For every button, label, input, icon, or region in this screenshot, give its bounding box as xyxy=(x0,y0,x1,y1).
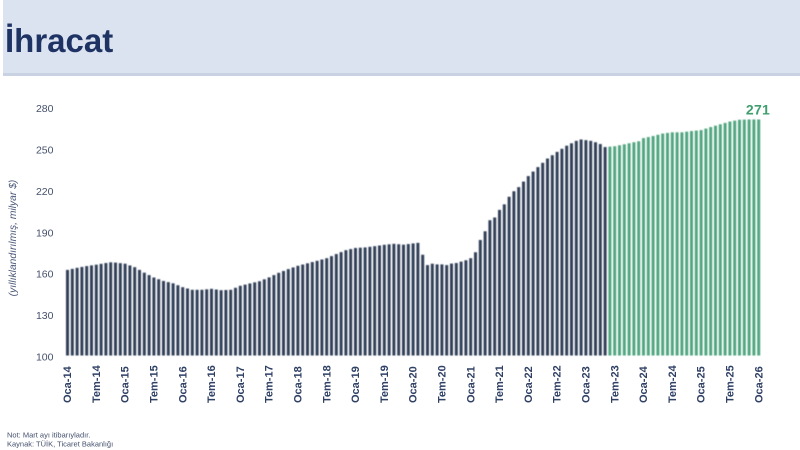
svg-text:Tem-22: Tem-22 xyxy=(552,365,564,403)
svg-text:Oca-15: Oca-15 xyxy=(120,366,132,403)
svg-text:Tem-20: Tem-20 xyxy=(437,365,449,403)
svg-text:Tem-19: Tem-19 xyxy=(379,365,391,403)
svg-text:271: 271 xyxy=(746,102,770,118)
svg-text:100: 100 xyxy=(36,352,54,364)
svg-text:160: 160 xyxy=(36,269,54,281)
svg-text:250: 250 xyxy=(36,145,54,157)
svg-text:Oca-20: Oca-20 xyxy=(408,366,420,403)
svg-text:Oca-17: Oca-17 xyxy=(235,366,247,403)
svg-text:280: 280 xyxy=(36,103,54,115)
svg-text:Oca-23: Oca-23 xyxy=(581,366,593,403)
svg-text:Tem-14: Tem-14 xyxy=(91,364,103,403)
svg-text:Tem-18: Tem-18 xyxy=(321,365,333,403)
svg-text:(yıllıklandırılmış, milyar $): (yıllıklandırılmış, milyar $) xyxy=(8,180,19,297)
svg-text:Tem-21: Tem-21 xyxy=(494,365,506,403)
svg-text:Not: Mart ayı itibarıyladır.: Not: Mart ayı itibarıyladır. xyxy=(7,430,90,439)
svg-text:Oca-22: Oca-22 xyxy=(523,366,535,403)
svg-text:Kaynak: TÜİK, Ticaret Bakanlığ: Kaynak: TÜİK, Ticaret Bakanlığı xyxy=(7,439,113,448)
svg-text:220: 220 xyxy=(36,186,54,198)
svg-text:Tem-24: Tem-24 xyxy=(667,364,679,403)
svg-text:Tem-16: Tem-16 xyxy=(206,365,218,403)
svg-text:Tem-23: Tem-23 xyxy=(609,365,621,403)
svg-text:Tem-15: Tem-15 xyxy=(149,365,161,403)
svg-text:Oca-16: Oca-16 xyxy=(177,366,189,403)
svg-text:130: 130 xyxy=(36,310,54,322)
svg-text:Tem-17: Tem-17 xyxy=(264,365,276,403)
svg-text:Oca-14: Oca-14 xyxy=(62,365,74,403)
svg-text:Oca-24: Oca-24 xyxy=(638,365,650,403)
svg-text:Oca-26: Oca-26 xyxy=(753,366,765,403)
svg-text:Tem-25: Tem-25 xyxy=(725,365,737,403)
svg-text:190: 190 xyxy=(36,227,54,239)
svg-text:Oca-25: Oca-25 xyxy=(696,366,708,403)
svg-text:Oca-19: Oca-19 xyxy=(350,366,362,403)
svg-text:Oca-18: Oca-18 xyxy=(293,366,305,403)
svg-text:Oca-21: Oca-21 xyxy=(465,366,477,403)
